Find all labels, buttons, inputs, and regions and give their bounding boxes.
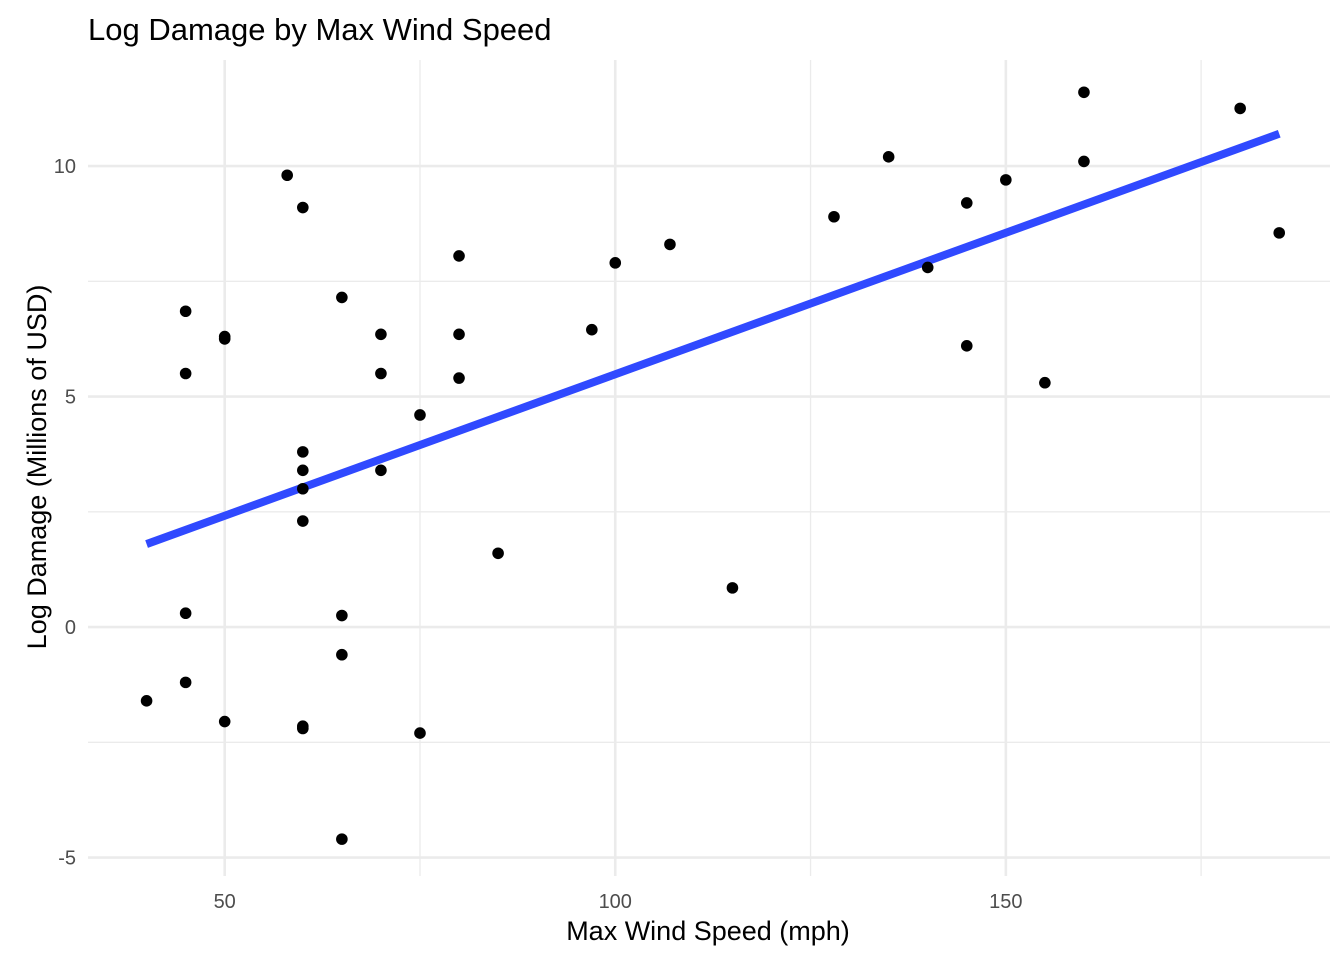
data-point [140, 695, 153, 707]
data-point [375, 464, 387, 477]
data-point [297, 201, 309, 214]
x-tick-label: 150 [989, 891, 1022, 913]
y-tick-label: -5 [58, 848, 76, 870]
data-point [453, 328, 465, 341]
data-point [179, 367, 192, 380]
data-point [297, 482, 309, 495]
x-axis-title: Max Wind Speed (mph) [566, 916, 850, 946]
data-point [179, 676, 192, 689]
data-point [179, 305, 192, 318]
data-point [281, 169, 293, 182]
data-point [882, 151, 895, 163]
data-point [336, 609, 348, 622]
trend-line-layer [145, 130, 1281, 548]
data-point [179, 607, 192, 620]
data-point [297, 446, 309, 458]
data-point [1078, 155, 1090, 168]
data-point [336, 648, 348, 661]
data-point [414, 727, 426, 739]
data-point [1273, 227, 1286, 239]
data-points [140, 86, 1286, 845]
data-point [297, 515, 309, 527]
data-point [218, 333, 231, 345]
grid [88, 60, 1330, 876]
data-point [297, 722, 309, 735]
chart-title: Log Damage by Max Wind Speed [88, 12, 552, 47]
data-point [492, 547, 504, 560]
trend-line [145, 130, 1281, 548]
data-point [375, 328, 387, 341]
data-point [1078, 86, 1090, 99]
x-tick-label: 50 [214, 891, 236, 913]
data-point [1039, 376, 1051, 389]
data-point [921, 261, 934, 274]
data-point [336, 833, 348, 845]
data-point [664, 238, 676, 251]
y-axis-title: Log Damage (Millions of USD) [22, 285, 52, 650]
data-point [586, 323, 598, 336]
data-point [828, 210, 840, 223]
data-point [1000, 174, 1012, 186]
y-tick-label: 5 [65, 387, 76, 409]
data-point [297, 464, 309, 477]
tick-labels: 50 100 150 -5 0 5 10 [54, 156, 1023, 913]
data-point [453, 250, 465, 262]
y-tick-label: 0 [65, 617, 76, 639]
data-point [375, 367, 387, 380]
data-point [453, 372, 465, 384]
data-point [609, 257, 622, 269]
x-tick-label: 100 [599, 891, 632, 913]
y-tick-label: 10 [54, 156, 76, 178]
data-point [960, 340, 973, 352]
data-point [336, 291, 348, 304]
data-point [414, 409, 426, 421]
data-point [218, 715, 231, 728]
data-point [960, 197, 973, 209]
data-point [726, 582, 739, 594]
data-point [1234, 102, 1246, 115]
